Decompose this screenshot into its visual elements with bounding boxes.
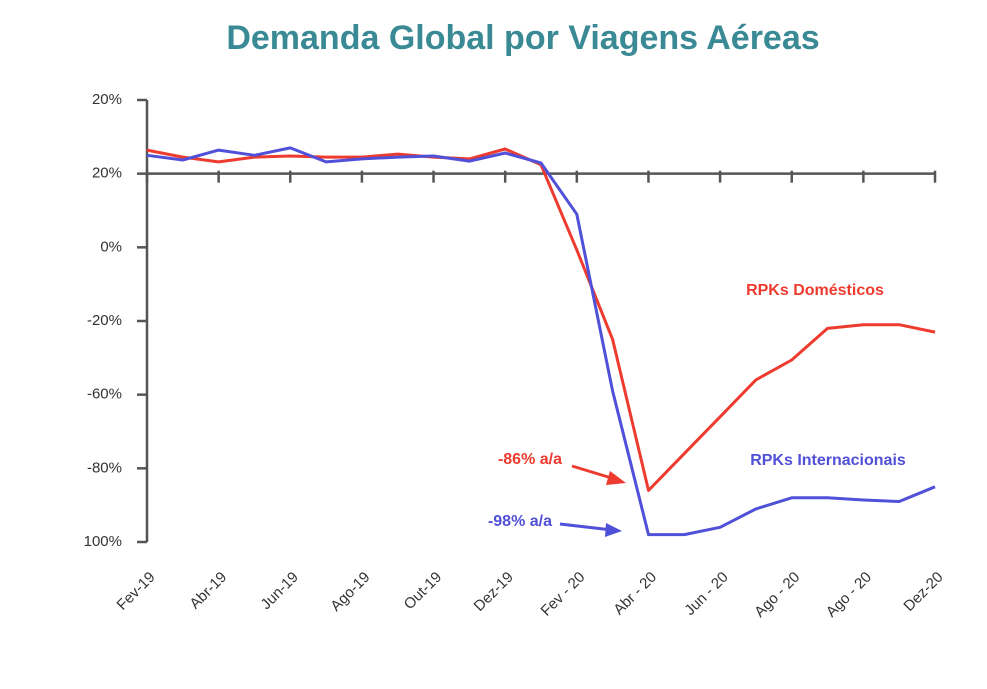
x-tick-label: Ago - 20	[823, 569, 875, 621]
y-tick-label: 20%	[92, 165, 122, 182]
annotation-arrowhead	[606, 471, 626, 485]
annotation: -98% a/a	[488, 513, 552, 530]
y-tick-label: -80%	[87, 459, 122, 476]
x-tick-label: Fev - 20	[538, 569, 589, 620]
series-label: RPKs Domésticos	[746, 282, 884, 299]
y-tick-label: 20%	[92, 91, 122, 108]
y-tick-label: 0%	[100, 238, 122, 255]
series-line	[146, 147, 936, 492]
x-tick-label: Ago-19	[327, 569, 373, 615]
annotation-arrow	[559, 522, 613, 532]
x-tick-label: Out-19	[401, 569, 445, 613]
x-tick-label: Abr - 20	[610, 569, 660, 619]
y-tick-label: -20%	[87, 312, 122, 329]
x-tick-label: Fev-19	[114, 569, 159, 614]
x-tick-label: Jun-19	[257, 569, 301, 613]
x-tick-label: Jun - 20	[681, 569, 731, 619]
annotation-arrowhead	[605, 523, 622, 537]
y-tick-label: -60%	[87, 386, 122, 403]
series-label: RPKs Internacionais	[750, 452, 906, 469]
x-tick-label: Ago - 20	[751, 569, 803, 621]
annotation: -86% a/a	[498, 451, 562, 468]
series-line	[146, 146, 936, 537]
x-tick-label: Dez-19	[471, 569, 517, 615]
chart-title: Demanda Global por Viagens Aéreas	[226, 19, 819, 57]
y-tick-label: 100%	[84, 533, 122, 550]
x-tick-label: Dez-20	[900, 569, 946, 615]
x-tick-label: Abr-19	[186, 569, 230, 613]
